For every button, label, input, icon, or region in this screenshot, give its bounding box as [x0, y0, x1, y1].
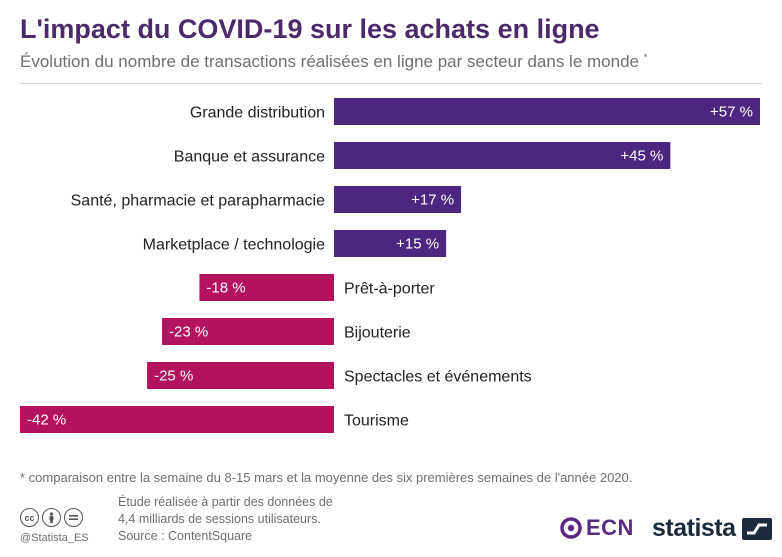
- bar-chart: +57 % Grande distribution +45 % Banque et a…: [20, 98, 760, 433]
- no-derivatives-icon[interactable]: [64, 508, 83, 527]
- title-divider: [20, 83, 762, 84]
- bar-value-label: +45 %: [620, 148, 663, 165]
- bar-1: [334, 98, 760, 125]
- license-icons: cc: [20, 508, 83, 527]
- category-label: Spectacles et événements: [344, 369, 532, 386]
- bar-3: [334, 186, 462, 213]
- bar-value-label: +57 %: [710, 104, 753, 121]
- statista-logo-text: statista: [652, 514, 736, 542]
- bar-5: [199, 274, 334, 301]
- category-label: Banque et assurance: [174, 149, 325, 166]
- study-line-2: 4,4 milliards de sessions utilisateurs.: [118, 512, 321, 526]
- category-label: Marketplace / technologie: [143, 237, 325, 254]
- chart-subtitle: Évolution du nombre de transactions réal…: [20, 52, 648, 72]
- attribution-person-icon[interactable]: [42, 508, 61, 527]
- chart-title: L'impact du COVID-19 sur les achats en l…: [20, 14, 600, 44]
- category-label: Prêt-à-porter: [344, 281, 435, 298]
- category-label: Santé, pharmacie et parapharmacie: [71, 193, 325, 210]
- statista-logo-icon: [741, 517, 772, 540]
- bar-value-label: -18 %: [206, 280, 245, 297]
- bar-value-label: -23 %: [169, 324, 208, 341]
- ecn-logo-icon: [560, 517, 582, 539]
- subtitle-text: Évolution du nombre de transactions réal…: [20, 52, 639, 71]
- study-info: Étude réalisée à partir des données de 4…: [118, 494, 333, 545]
- category-label: Grande distribution: [190, 105, 325, 122]
- bar-6: [162, 318, 334, 345]
- ecn-logo[interactable]: ECN: [560, 515, 634, 541]
- bar-2: [334, 142, 671, 169]
- subtitle-footnote-mark: *: [643, 52, 648, 64]
- bar-value-label: -42 %: [27, 412, 66, 429]
- category-label: Bijouterie: [344, 325, 411, 342]
- ecn-logo-text: ECN: [586, 515, 634, 540]
- study-line-1: Étude réalisée à partir des données de: [118, 495, 333, 509]
- creative-commons-icon[interactable]: cc: [20, 508, 39, 527]
- statista-handle: @Statista_ES: [20, 532, 89, 544]
- source-text: Source : ContentSquare: [118, 529, 253, 543]
- bar-value-label: -25 %: [154, 368, 193, 385]
- category-label: Tourisme: [344, 413, 409, 430]
- bar-8: [20, 406, 334, 433]
- bar-4: [334, 230, 447, 257]
- footnote: * comparaison entre la semaine du 8-15 m…: [20, 470, 633, 485]
- statista-logo[interactable]: statista: [652, 514, 772, 543]
- bar-7: [147, 362, 334, 389]
- bar-value-label: +15 %: [396, 236, 439, 253]
- bar-value-label: +17 %: [411, 192, 454, 209]
